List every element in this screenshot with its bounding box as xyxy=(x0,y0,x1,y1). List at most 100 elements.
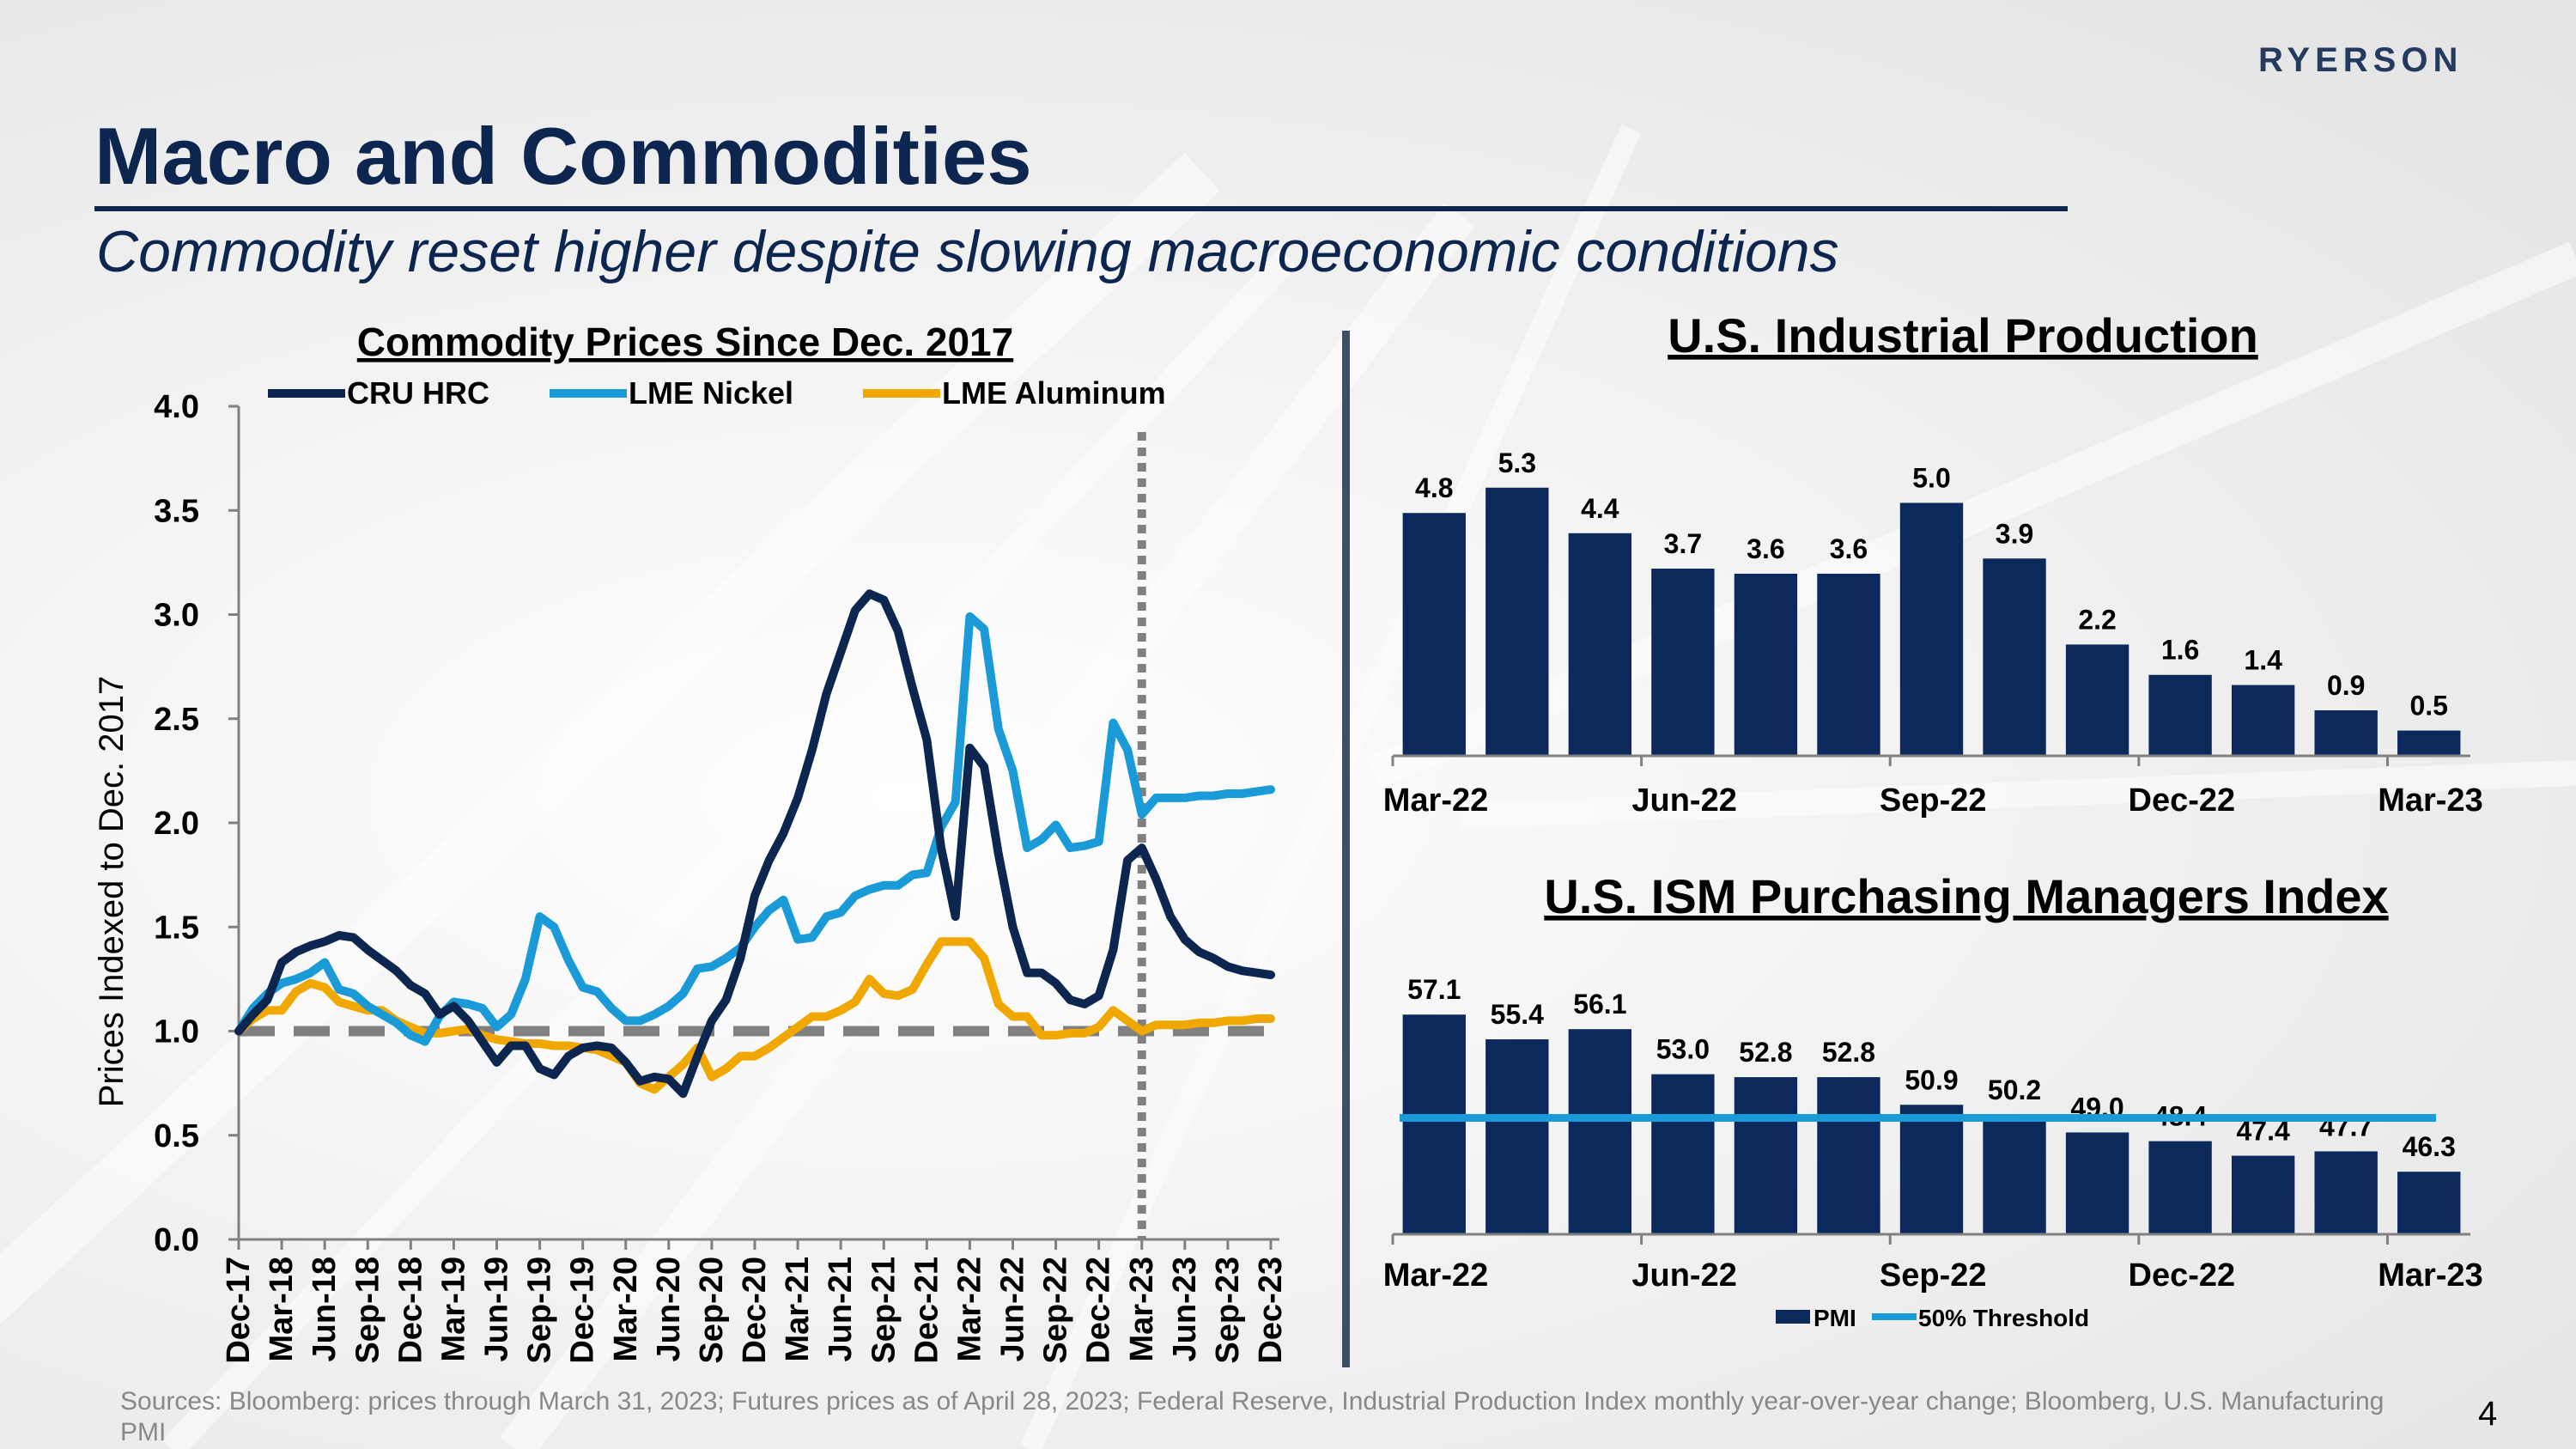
commodity-series-cru-hrc xyxy=(234,589,1275,1099)
ip-chart-data-label: 3.9 xyxy=(1996,518,2033,549)
pmi-chart-data-label: 55.4 xyxy=(1491,999,1544,1030)
pmi-chart-bar xyxy=(1734,1077,1798,1234)
page-subtitle: Commodity reset higher despite slowing m… xyxy=(96,219,1839,284)
commodity-x-tick-label: Sep-21 xyxy=(866,1257,902,1364)
ip-chart-bar xyxy=(1651,569,1715,756)
commodity-x-tick-label: Jun-19 xyxy=(479,1257,515,1361)
pmi-chart-bar xyxy=(1817,1077,1880,1234)
ip-chart-data-label: 3.6 xyxy=(1830,533,1868,564)
ip-chart-data-label: 5.0 xyxy=(1912,462,1950,493)
commodity-x-tick-label: Sep-20 xyxy=(694,1257,730,1364)
ip-chart-bar xyxy=(1983,558,2046,756)
ip-chart-x-tick-label: Sep-22 xyxy=(1880,782,1987,819)
commodity-y-tick-label: 0.5 xyxy=(154,1118,199,1154)
commodity-x-tick-label: Dec-17 xyxy=(221,1257,257,1364)
pmi-chart-bar xyxy=(2314,1151,2378,1234)
commodity-x-tick-label: Dec-23 xyxy=(1253,1257,1289,1364)
pmi-chart-title: U.S. ISM Purchasing Managers Index xyxy=(1544,869,2388,923)
commodity-y-tick-label: 1.5 xyxy=(154,910,199,946)
commodity-x-tick-label: Dec-19 xyxy=(565,1257,601,1364)
ip-chart-data-label: 2.2 xyxy=(2078,604,2116,635)
ip-chart-bar xyxy=(1402,513,1466,756)
ip-chart-bar xyxy=(1568,533,1632,756)
commodity-x-tick-label: Mar-18 xyxy=(264,1257,300,1362)
ip-chart-x-tick-label: Mar-22 xyxy=(1383,782,1489,819)
commodity-series-lme-nickel xyxy=(234,612,1275,1046)
ip-chart-bar xyxy=(2314,709,2378,756)
commodity-x-tick-label: Sep-18 xyxy=(349,1257,386,1364)
ip-chart-data-label: 3.6 xyxy=(1747,533,1784,564)
ip-chart-x-tick-label: Mar-23 xyxy=(2378,782,2483,819)
ip-chart-data-label: 4.4 xyxy=(1581,493,1619,524)
pmi-chart-x-tick-label: Sep-22 xyxy=(1880,1257,1987,1294)
ip-chart-bar xyxy=(1817,573,1880,756)
commodity-x-tick-label: Jun-21 xyxy=(823,1257,859,1361)
commodity-y-tick-label: 3.0 xyxy=(154,598,199,634)
pmi-chart-data-label: 56.1 xyxy=(1573,989,1626,1020)
pmi-chart-bar xyxy=(1651,1074,1715,1234)
commodity-y-tick-label: 3.5 xyxy=(154,493,199,529)
commodity-x-tick-label: Sep-19 xyxy=(522,1257,558,1364)
pmi-chart-data-label: 52.8 xyxy=(1739,1037,1792,1068)
panel-divider xyxy=(1342,331,1350,1367)
ip-chart-data-label: 3.7 xyxy=(1664,528,1702,559)
ip-chart-bar xyxy=(2231,685,2295,756)
ip-chart-bar xyxy=(2397,730,2461,756)
commodity-x-tick-label: Mar-21 xyxy=(780,1257,816,1362)
commodity-x-tick-label: Mar-20 xyxy=(608,1257,644,1362)
commodity-x-tick-label: Dec-18 xyxy=(392,1257,428,1364)
commodity-y-axis-label: Prices Indexed to Dec. 2017 xyxy=(93,676,131,1108)
commodity-x-tick-label: Mar-22 xyxy=(951,1257,987,1362)
pmi-chart-bar xyxy=(1983,1115,2046,1234)
commodity-y-tick-label: 2.5 xyxy=(154,702,199,738)
commodity-x-tick-label: Dec-20 xyxy=(737,1257,773,1364)
ip-chart-data-label: 1.6 xyxy=(2161,635,2199,666)
commodity-y-tick-label: 2.0 xyxy=(154,806,199,842)
ip-chart-x-tick-label: Dec-22 xyxy=(2129,782,2236,819)
ip-chart-bar xyxy=(2148,674,2212,756)
commodity-y-tick-label: 0.0 xyxy=(154,1222,199,1258)
pmi-chart-bar xyxy=(2065,1132,2129,1234)
commodity-x-tick-label: Dec-21 xyxy=(908,1257,945,1364)
commodity-x-tick-label: Sep-23 xyxy=(1210,1257,1246,1364)
pmi-chart-x-tick-label: Dec-22 xyxy=(2129,1257,2236,1294)
commodity-y-tick-label: 1.0 xyxy=(154,1014,199,1050)
pmi-chart-data-label: 50.2 xyxy=(1988,1075,2041,1105)
pmi-chart-data-label: 52.8 xyxy=(1822,1037,1875,1068)
pmi-chart-x-tick-label: Mar-22 xyxy=(1383,1257,1489,1294)
pmi-legend-label-threshold: 50% Threshold xyxy=(1918,1305,2089,1331)
ip-chart-data-label: 4.8 xyxy=(1415,472,1453,503)
pmi-chart-data-label: 53.0 xyxy=(1656,1034,1710,1065)
pmi-chart-data-label: 50.9 xyxy=(1905,1064,1958,1095)
pmi-chart-bar xyxy=(1568,1029,1632,1234)
commodity-legend-label: LME Aluminum xyxy=(942,375,1166,411)
pmi-chart-bar xyxy=(1485,1039,1549,1234)
commodity-x-tick-label: Mar-19 xyxy=(435,1257,471,1362)
page-number: 4 xyxy=(2478,1395,2498,1433)
pmi-chart-bar xyxy=(1402,1014,1466,1234)
pmi-legend-label-pmi: PMI xyxy=(1814,1305,1856,1331)
ip-chart-data-label: 0.5 xyxy=(2409,691,2447,721)
pmi-chart-x-tick-label: Mar-23 xyxy=(2378,1257,2483,1294)
ip-chart-bar xyxy=(2065,644,2129,756)
commodity-x-tick-label: Mar-23 xyxy=(1124,1257,1160,1362)
ip-chart-data-label: 0.9 xyxy=(2327,670,2365,701)
pmi-chart-bar xyxy=(2231,1155,2295,1234)
pmi-chart-x-tick-label: Jun-22 xyxy=(1631,1257,1736,1294)
page-title: Macro and Commodities xyxy=(94,111,1032,201)
ip-chart-bar xyxy=(1899,502,1964,756)
sources-note: Sources: Bloomberg: prices through March… xyxy=(120,1387,2385,1446)
pmi-chart-bar xyxy=(2148,1141,2212,1234)
commodity-x-tick-label: Sep-22 xyxy=(1038,1257,1074,1364)
pmi-chart-bar xyxy=(2397,1172,2461,1234)
commodity-series-lme-aluminum xyxy=(234,937,1275,1094)
commodity-x-tick-label: Dec-22 xyxy=(1081,1257,1117,1364)
ip-chart-title: U.S. Industrial Production xyxy=(1668,308,2258,362)
commodity-legend-label: LME Nickel xyxy=(629,375,793,411)
commodity-x-tick-label: Jun-18 xyxy=(307,1257,343,1361)
commodity-x-tick-label: Jun-22 xyxy=(995,1257,1031,1361)
brand-logo: RYERSON xyxy=(2258,41,2464,79)
commodity-y-tick-label: 4.0 xyxy=(154,389,199,425)
